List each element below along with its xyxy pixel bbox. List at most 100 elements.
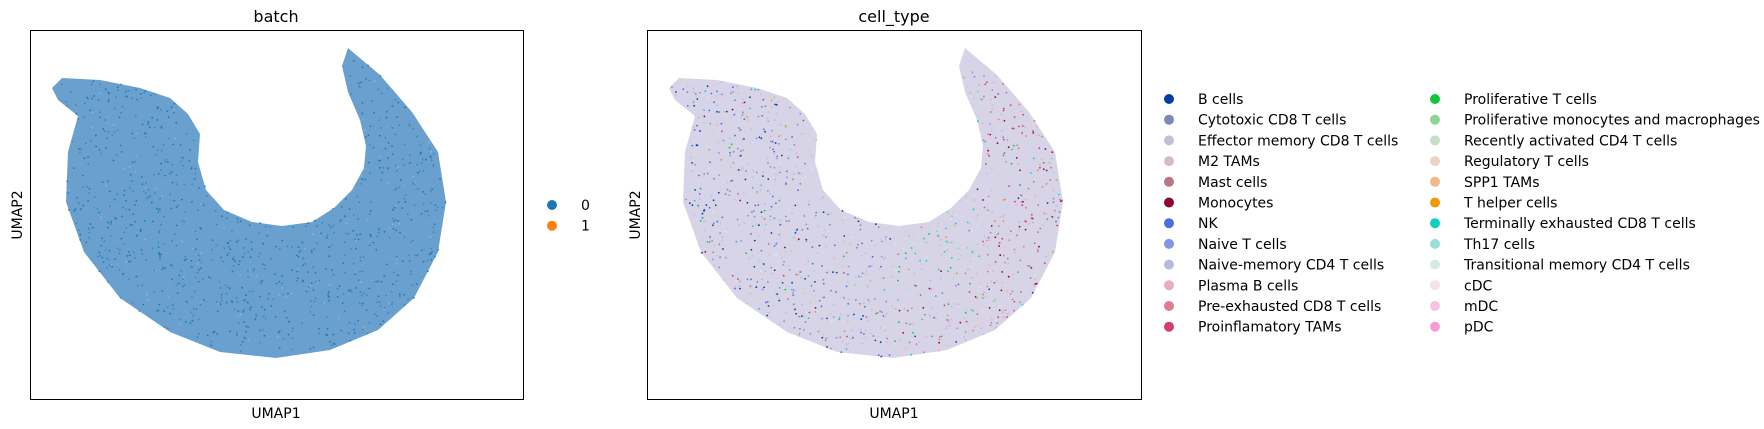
batch-point-0: [129, 224, 132, 226]
cell-type-point: [1020, 291, 1022, 293]
cell-type-legend-marker: [1164, 218, 1174, 229]
cell-type-legend-label: T helper cells: [1463, 196, 1557, 212]
batch-point-0: [201, 278, 204, 280]
cell-type-x-axis-label: UMAP1: [869, 406, 918, 422]
batch-point-0: [266, 234, 269, 237]
cell-type-point: [915, 285, 918, 287]
cell-type-point: [913, 242, 916, 245]
cell-type-point: [996, 322, 999, 324]
cell-type-point: [1012, 273, 1014, 276]
batch-point-0: [367, 161, 370, 164]
cell-type-point: [982, 199, 984, 201]
cell-type-point: [800, 179, 803, 182]
batch-point-0: [259, 222, 262, 225]
cell-type-point: [739, 128, 742, 131]
cell-type-point: [784, 298, 786, 301]
cell-type-legend-marker: [1430, 114, 1440, 125]
batch-point-0: [359, 291, 362, 293]
cell-type-point: [1032, 157, 1035, 160]
cell-type-point: [821, 296, 823, 299]
cell-type-point: [854, 216, 857, 219]
cell-type-point: [766, 157, 769, 160]
cell-type-point: [763, 286, 765, 289]
batch-legend-item: 1: [547, 219, 590, 235]
cell-type-point: [763, 228, 766, 231]
cell-type-point: [883, 327, 886, 330]
batch-point-0: [175, 183, 178, 186]
batch-point-0: [352, 229, 355, 232]
batch-point-0: [367, 134, 370, 137]
cell-type-point: [984, 140, 987, 143]
batch-point-0: [325, 236, 328, 239]
cell-type-point: [692, 101, 695, 103]
batch-point-0: [291, 245, 293, 248]
batch-point-0: [331, 244, 333, 247]
batch-point-0: [157, 241, 160, 244]
cell-type-point: [814, 214, 817, 217]
batch-point-0: [379, 134, 381, 137]
cell-type-point: [795, 273, 797, 276]
cell-type-point: [869, 332, 872, 335]
cell-type-legend-item: cDC: [1430, 278, 1492, 294]
cell-type-point: [978, 255, 980, 258]
batch-point-0: [155, 187, 158, 190]
cell-type-point: [749, 292, 752, 295]
cell-type-point: [735, 240, 738, 243]
batch-point-0: [140, 228, 142, 231]
cell-type-point: [709, 161, 711, 164]
batch-point-0: [164, 267, 167, 270]
batch-point-0: [169, 312, 172, 315]
cell-type-point: [733, 113, 736, 116]
cell-type-y-axis-label: UMAP2: [628, 190, 644, 239]
batch-point-0: [113, 198, 116, 201]
batch-point-0: [68, 209, 70, 211]
cell-type-point: [746, 201, 749, 204]
cell-type-point: [1041, 186, 1044, 188]
cell-type-point: [775, 173, 777, 176]
cell-type-point: [778, 286, 781, 289]
cell-type-legend-label: Naive T cells: [1198, 237, 1287, 253]
cell-type-point: [940, 270, 942, 272]
cell-type-point: [743, 191, 745, 194]
cell-type-point: [903, 348, 906, 351]
batch-point-0: [198, 187, 201, 189]
batch-point-0: [101, 181, 104, 184]
batch-point-0: [184, 255, 187, 258]
cell-type-point: [945, 246, 948, 249]
cell-type-point: [775, 202, 777, 205]
cell-type-point: [953, 321, 956, 324]
cell-type-point: [718, 128, 721, 131]
batch-point-0: [361, 302, 364, 305]
batch-point-0: [196, 238, 199, 241]
cell-type-point: [771, 140, 774, 143]
cell-type-point: [898, 270, 900, 273]
cell-type-point: [1048, 161, 1051, 164]
cell-type-point: [990, 288, 992, 291]
batch-point-0: [392, 217, 394, 220]
batch-point-0: [287, 333, 290, 336]
cell-type-point: [1037, 249, 1039, 251]
cell-type-point: [822, 196, 824, 199]
cell-type-point: [771, 195, 774, 198]
cell-type-point: [745, 302, 748, 305]
cell-type-point: [976, 313, 979, 316]
batch-point-0: [341, 302, 344, 304]
cell-type-point: [950, 241, 953, 244]
batch-point-0: [354, 273, 357, 276]
batch-point-0: [192, 314, 195, 317]
batch-point-0: [393, 189, 396, 191]
cell-type-legend-marker: [1164, 301, 1174, 311]
cell-type-point: [977, 120, 979, 122]
cell-type-legend-item: Proinflamatory TAMs: [1164, 320, 1342, 336]
cell-type-point: [863, 333, 865, 335]
cell-type-point: [947, 241, 950, 244]
cell-type-legend-item: T helper cells: [1430, 196, 1557, 212]
batch-point-0: [329, 226, 332, 229]
cell-type-legend-label: pDC: [1464, 320, 1494, 336]
batch-point-0: [164, 160, 167, 163]
batch-point-0: [95, 145, 97, 148]
cell-type-point: [692, 126, 695, 129]
cell-type-point: [712, 224, 714, 227]
cell-type-point: [799, 182, 802, 185]
batch-point-0: [385, 110, 388, 113]
